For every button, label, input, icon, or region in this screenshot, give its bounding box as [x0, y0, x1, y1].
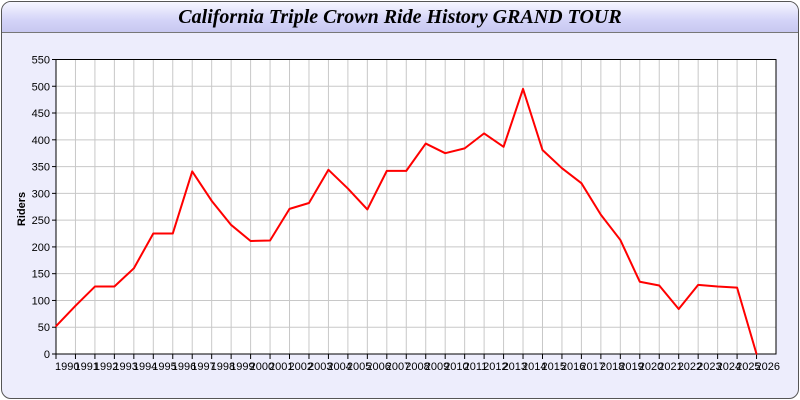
y-tick-label: 400: [32, 135, 50, 147]
x-tick-label: 2006: [366, 361, 390, 373]
data-point: [658, 284, 661, 287]
x-tick-label: 1991: [74, 361, 98, 373]
data-point: [580, 182, 583, 184]
y-tick-label: 200: [32, 242, 50, 254]
title-bar: California Triple Crown Ride History GRA…: [2, 2, 798, 33]
x-tick-label: 2005: [347, 361, 371, 373]
x-tick-label: 2020: [639, 361, 663, 373]
y-tick-label: 350: [32, 162, 50, 174]
y-tick-label: 50: [38, 322, 50, 334]
x-tick-label: 2024: [717, 361, 741, 373]
data-point: [561, 167, 563, 169]
data-point: [444, 152, 446, 155]
y-axis-label: Riders: [16, 192, 28, 226]
x-tick-label: 1995: [152, 361, 176, 373]
data-point: [269, 239, 271, 242]
x-tick-label: 2012: [483, 361, 507, 373]
x-tick-label: 2002: [289, 361, 313, 373]
x-tick-label: 2013: [503, 361, 527, 373]
data-point: [463, 147, 466, 150]
plot-border: [55, 59, 777, 355]
x-tick-label: 2019: [619, 361, 643, 373]
data-point: [230, 224, 232, 226]
data-point: [600, 213, 602, 216]
data-point: [541, 149, 544, 151]
data-point: [288, 208, 291, 210]
chart-title: California Triple Crown Ride History GRA…: [178, 6, 622, 28]
data-point: [677, 308, 680, 310]
y-tick-label: 250: [32, 215, 50, 227]
x-tick-label: 2007: [386, 361, 410, 373]
x-tick-label: 2001: [269, 361, 293, 373]
x-tick-label: 2009: [425, 361, 449, 373]
x-tick-label: 1998: [211, 361, 235, 373]
plot-area: [56, 59, 776, 354]
y-tick-label: 550: [32, 55, 50, 67]
data-point: [347, 187, 349, 190]
data-point: [483, 132, 485, 135]
x-tick-label: 2011: [464, 361, 488, 373]
data-point: [638, 280, 641, 283]
data-point: [405, 170, 408, 172]
x-tick-label: 2004: [327, 361, 351, 373]
x-tick-label: 2003: [308, 361, 332, 373]
data-point: [74, 305, 77, 307]
x-tick-label: 2017: [580, 361, 604, 373]
x-tick-label: 2021: [658, 361, 682, 373]
x-tick-label: 1996: [172, 361, 196, 373]
data-point: [366, 208, 369, 211]
x-tick-label: 2026: [756, 361, 780, 373]
x-tick-label: 2008: [405, 361, 429, 373]
y-tick-label: 150: [32, 269, 50, 281]
y-tick-label: 450: [32, 108, 50, 120]
data-point: [249, 240, 252, 242]
data-point: [210, 200, 213, 202]
x-tick-label: 1999: [230, 361, 254, 373]
data-point: [152, 232, 155, 235]
data-point: [697, 284, 699, 286]
data-point: [113, 285, 116, 288]
x-tick-label: 2025: [736, 361, 760, 373]
x-tick-label: 2010: [444, 361, 468, 373]
data-point: [327, 169, 330, 171]
x-tick-label: 1992: [94, 361, 118, 373]
data-point: [308, 202, 310, 204]
y-tick-label: 300: [32, 188, 50, 200]
x-tick-label: 2000: [250, 361, 274, 373]
data-point: [755, 353, 758, 355]
x-tick-label: 2018: [600, 361, 624, 373]
data-point: [191, 170, 194, 173]
data-point: [55, 325, 57, 327]
data-point: [619, 239, 622, 241]
x-tick-label: 2022: [678, 361, 702, 373]
x-tick-label: 2015: [541, 361, 565, 373]
x-tick-label: 1997: [191, 361, 215, 373]
y-tick-label: 0: [44, 349, 50, 361]
data-point: [424, 142, 427, 145]
data-point: [522, 88, 524, 90]
x-tick-label: 2023: [697, 361, 721, 373]
x-tick-label: 1993: [113, 361, 137, 373]
data-point: [502, 145, 505, 148]
data-point: [133, 267, 135, 270]
x-tick-label: 2014: [522, 361, 546, 373]
data-point: [716, 285, 719, 288]
x-tick-label: 1990: [55, 361, 79, 373]
data-point: [171, 232, 174, 235]
y-tick-label: 500: [32, 81, 50, 93]
y-tick-label: 100: [32, 295, 50, 307]
data-point: [386, 170, 388, 172]
data-point: [94, 285, 96, 288]
data-point: [736, 286, 738, 289]
x-tick-label: 1994: [133, 361, 157, 373]
x-tick-label: 2016: [561, 361, 585, 373]
